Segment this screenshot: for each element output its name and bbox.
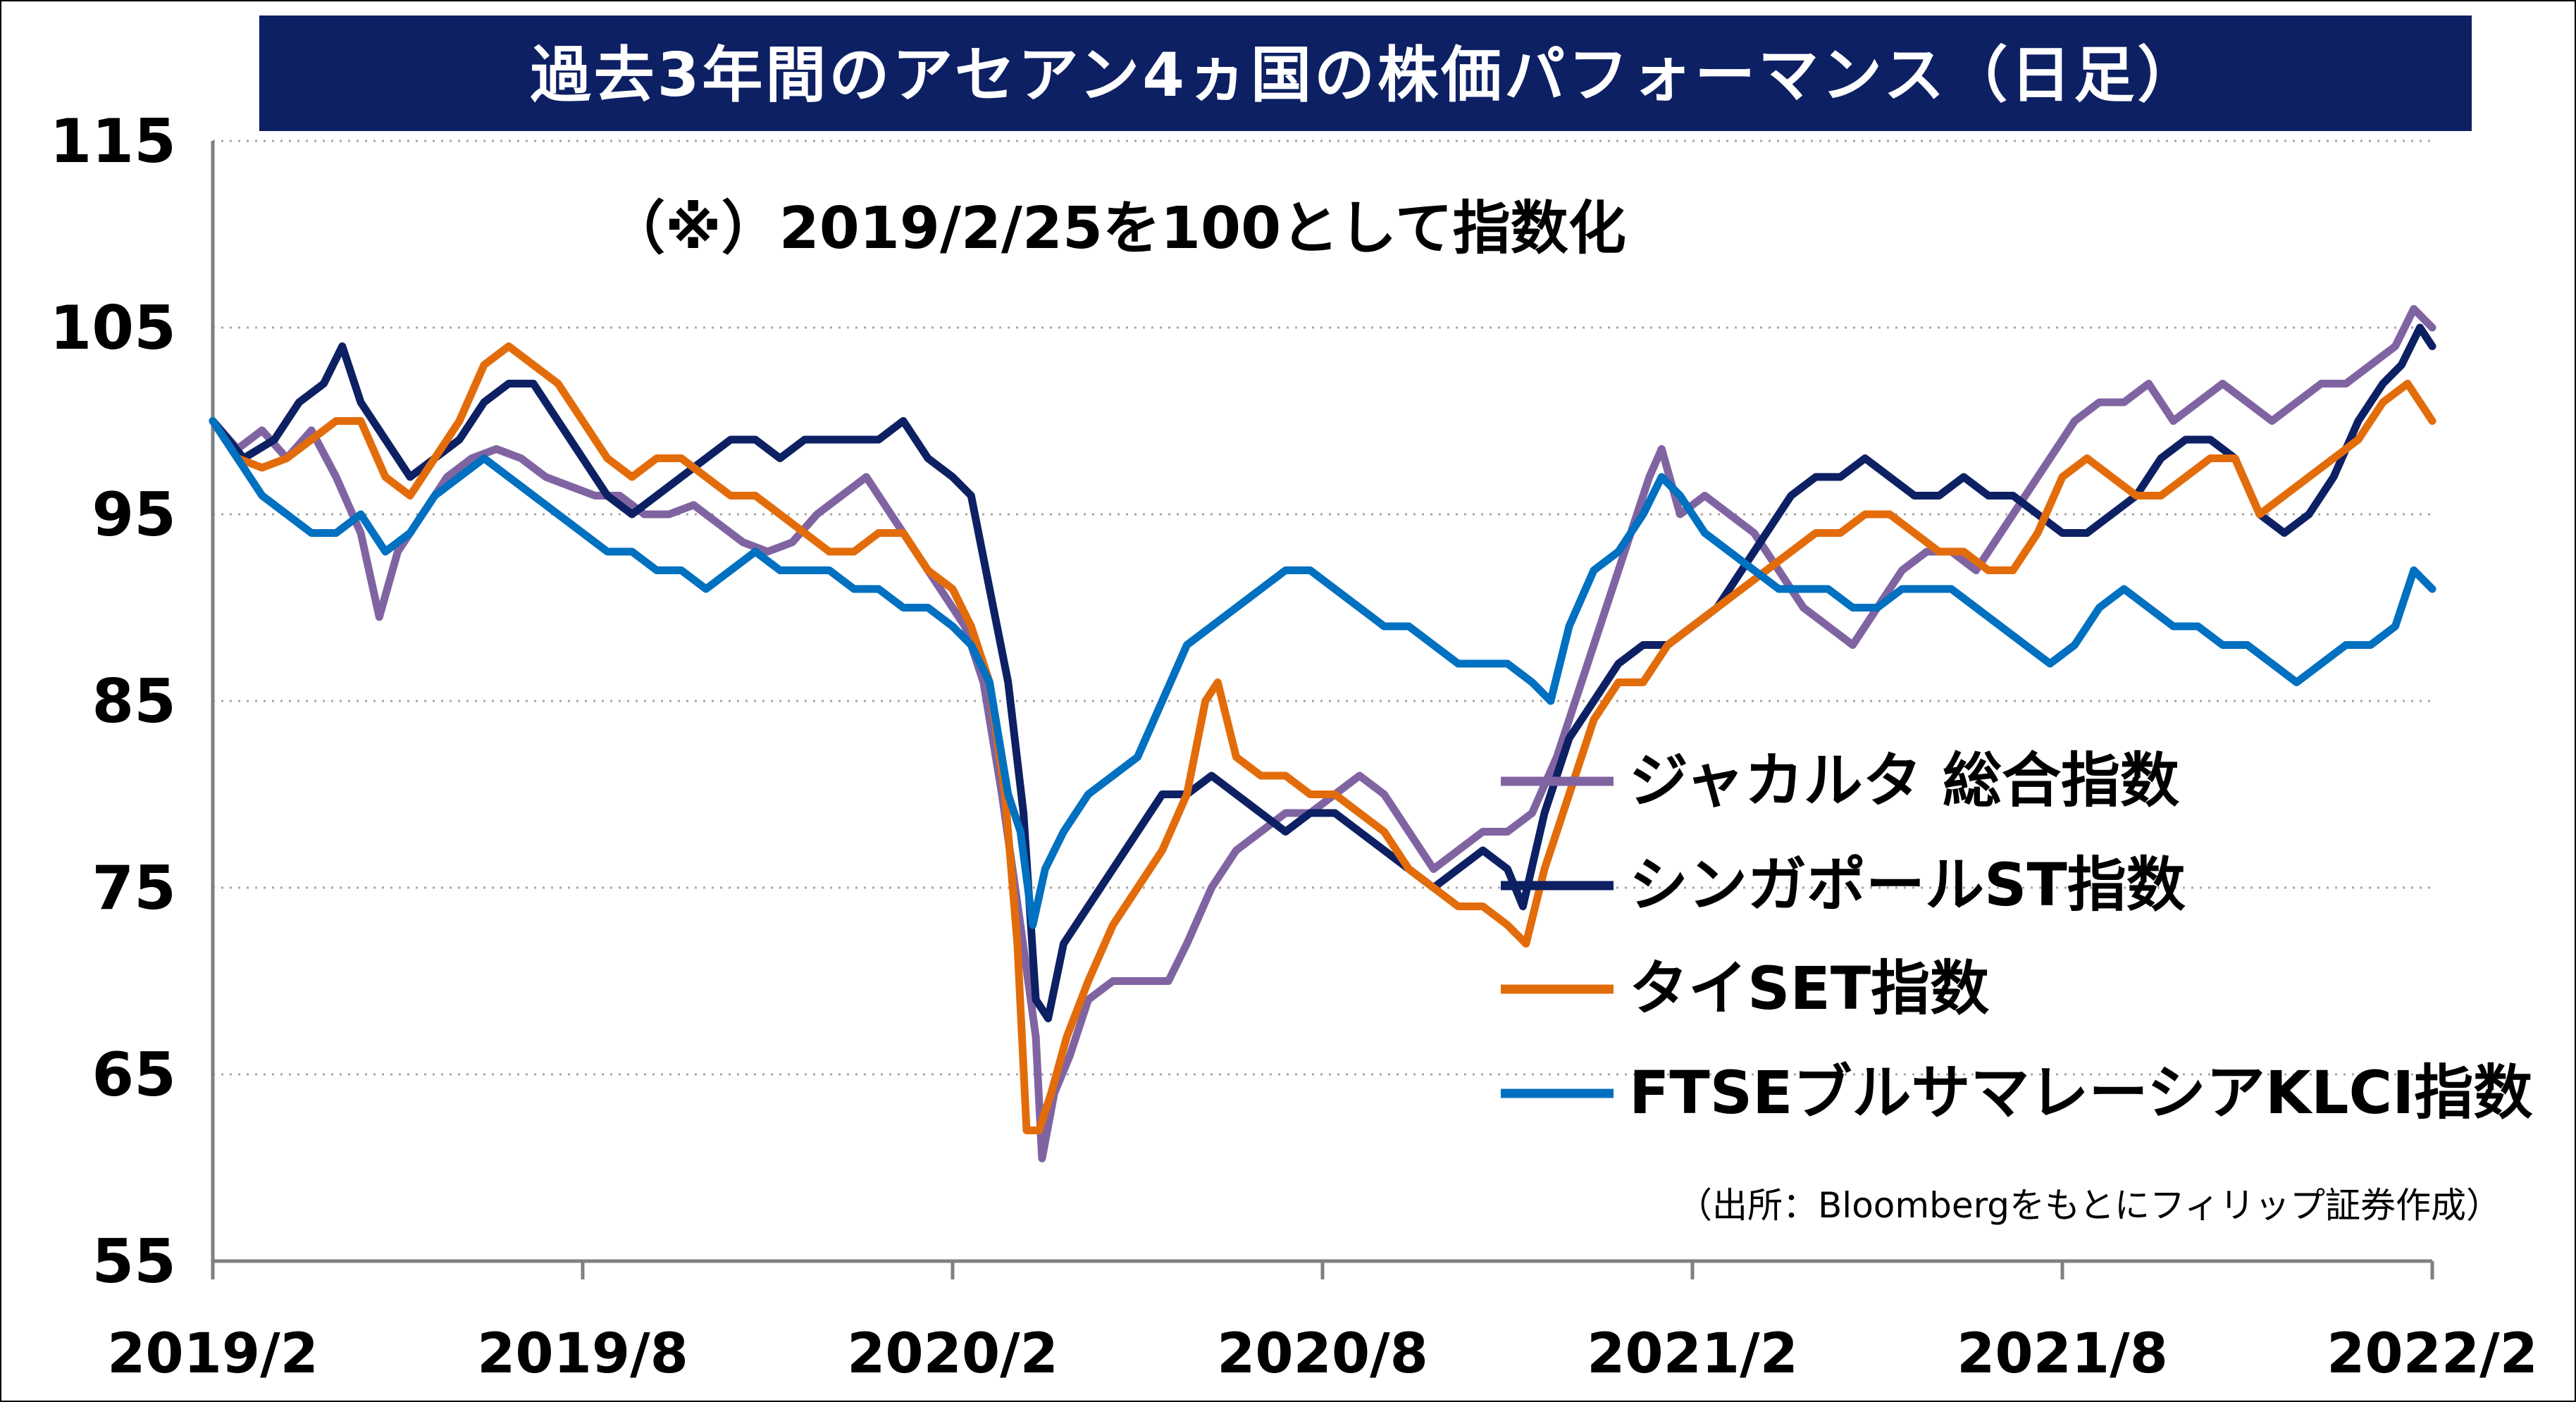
series-layer [209,305,2436,1162]
y-tick-label: 95 [92,480,176,550]
x-tick-label: 2020/8 [1217,1322,1428,1386]
source-note: （出所：Bloombergをもとにフィリップ証券作成） [1677,1185,2501,1226]
axis-layer: 115 105 95 85 75 65 55 2019/2 2019/8 2020/2 2020/8… [49,106,2537,1386]
index-note: （※）2019/2/25を100として指数化 [607,195,1626,262]
legend-label-3: FTSEブルサマレーシアKLCI指数 [1629,1058,2532,1127]
x-tick-label: 2022/2 [2327,1322,2538,1386]
y-tick-label: 55 [92,1227,176,1297]
series-line-0 [209,305,2436,1162]
title-bar [259,15,2472,131]
x-tick-label: 2021/8 [1957,1322,2168,1386]
y-tick-label: 75 [92,853,176,924]
x-tick-label: 2019/2 [107,1322,318,1386]
x-tick-label: 2021/2 [1587,1322,1798,1386]
legend-label-0: ジャカルタ 総合指数 [1629,746,2179,815]
x-tick-label: 2019/8 [477,1322,688,1386]
series-line-2 [209,342,2436,1134]
chart-title: 過去3年間のアセアン4ヵ国の株価パフォーマンス（日足） [531,40,2201,111]
legend-label-2: タイSET指数 [1629,954,1989,1023]
y-tick-label: 65 [92,1040,176,1110]
x-tick-label: 2020/2 [847,1322,1058,1386]
series-line-1 [209,323,2436,1022]
y-tick-label: 85 [92,666,176,737]
y-tick-label: 105 [49,293,176,364]
series-line-3 [209,417,2436,929]
y-tick-label: 115 [49,106,176,177]
legend-label-1: シンガポールST指数 [1629,850,2186,919]
